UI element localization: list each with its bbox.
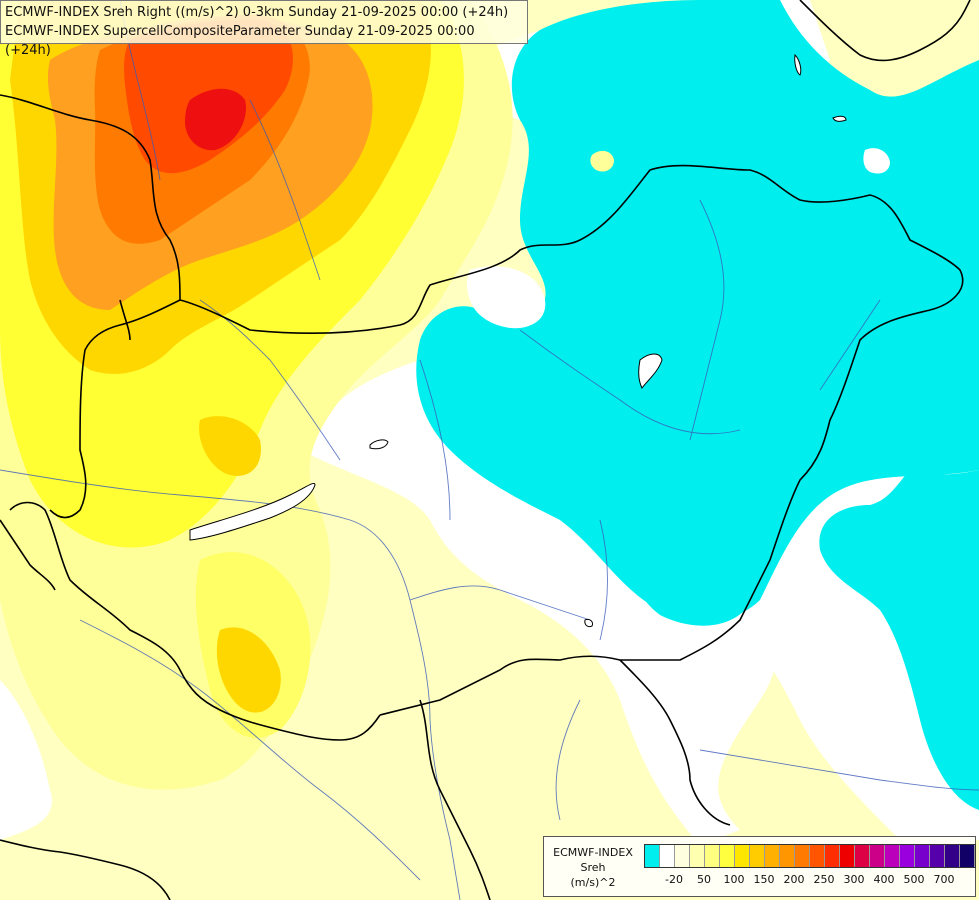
legend-label: ECMWF-INDEX Sreh (m/s)^2	[544, 845, 642, 890]
sreh-field-400	[185, 88, 246, 151]
sreh-field-white-hole-2	[863, 148, 890, 174]
legend-model: ECMWF-INDEX	[553, 846, 633, 859]
title-line-2: ECMWF-INDEX SupercellCompositeParameter …	[5, 24, 475, 58]
legend-swatch	[825, 845, 840, 867]
legend-tick-label: 250	[813, 873, 835, 886]
legend-tick-label: -20	[665, 873, 683, 886]
sreh-field-negative-east	[819, 470, 979, 810]
sreh-field-negative-patch	[636, 537, 753, 626]
legend-swatch	[900, 845, 915, 867]
legend-swatch	[705, 845, 720, 867]
sreh-field-zero-west	[0, 680, 52, 840]
legend-swatch	[780, 845, 795, 867]
legend-tick-label: 700	[933, 873, 955, 886]
legend-swatch	[750, 845, 765, 867]
legend-swatch	[960, 845, 975, 867]
legend-swatch	[795, 845, 810, 867]
legend-tick-label: 300	[843, 873, 865, 886]
legend-swatch	[660, 845, 675, 867]
legend-swatch	[690, 845, 705, 867]
legend-variable: Sreh	[580, 861, 606, 874]
legend-tick-label: 50	[697, 873, 711, 886]
legend-tick-label: 500	[903, 873, 925, 886]
legend-tick-label: 400	[873, 873, 895, 886]
legend-unit: (m/s)^2	[570, 876, 616, 889]
legend-swatch	[765, 845, 780, 867]
map-title-box: ECMWF-INDEX Sreh Right ((m/s)^2) 0-3km S…	[0, 0, 528, 58]
legend-swatch	[870, 845, 885, 867]
legend-tick-label: 100	[723, 873, 745, 886]
sreh-field-white-hole	[467, 266, 546, 329]
sreh-field-negative	[416, 0, 979, 621]
color-legend: ECMWF-INDEX Sreh (m/s)^2 -20 50 100 150 200 2…	[543, 836, 976, 897]
legend-swatch	[645, 845, 660, 867]
legend-tick-label: 150	[753, 873, 775, 886]
legend-swatch	[915, 845, 930, 867]
legend-ticks: -20 50 100 150 200 250 300 400 500 700	[644, 873, 974, 891]
sreh-field-150-mid	[199, 416, 261, 476]
legend-swatch	[855, 845, 870, 867]
legend-swatch	[720, 845, 735, 867]
legend-color-bar	[644, 844, 976, 868]
sreh-field-yellow-hole	[590, 150, 614, 172]
legend-swatch	[735, 845, 750, 867]
lakes	[189, 53, 847, 628]
legend-swatch	[930, 845, 945, 867]
legend-swatch	[675, 845, 690, 867]
sreh-field-150-south	[216, 627, 281, 713]
legend-swatch	[945, 845, 960, 867]
legend-swatch	[885, 845, 900, 867]
legend-swatch	[840, 845, 855, 867]
legend-tick-label: 200	[783, 873, 805, 886]
legend-swatch	[810, 845, 825, 867]
title-line-1: ECMWF-INDEX Sreh Right ((m/s)^2) 0-3km S…	[5, 5, 509, 20]
